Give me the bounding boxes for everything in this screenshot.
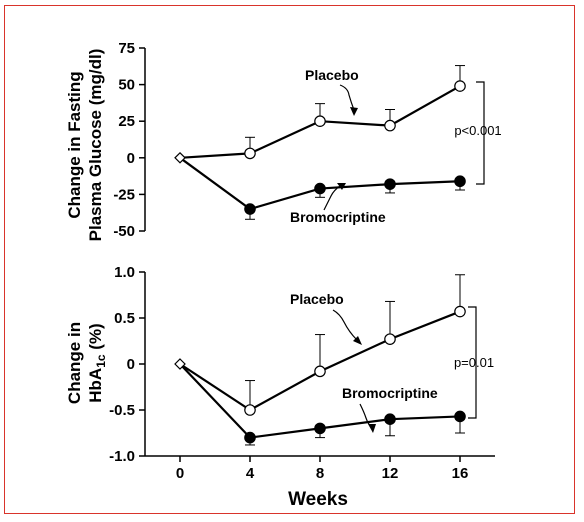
top-placebo-marker xyxy=(384,119,396,132)
top-bromocriptine-marker xyxy=(384,178,396,190)
bottom-placebo-marker xyxy=(244,404,256,416)
bottom-placebo-pointer xyxy=(332,309,358,341)
top-placebo-marker xyxy=(454,80,466,92)
bottom-baseline-marker xyxy=(174,358,186,370)
top-ytick-label: -50 xyxy=(113,223,135,240)
top-placebo-arrowhead xyxy=(350,107,358,116)
bottom-placebo-arrowhead xyxy=(353,336,362,345)
figure-frame xyxy=(4,5,575,514)
top-baseline-marker xyxy=(174,151,186,164)
top-bromocriptine-marker xyxy=(454,175,466,188)
x-axis-title: Weeks xyxy=(288,489,348,510)
bottom-bromocriptine-arrowhead xyxy=(368,424,376,433)
top-ytick-label: -25 xyxy=(113,186,135,203)
top-bromocriptine-label: Bromocriptine xyxy=(290,209,386,225)
top-p-value: p<0.001 xyxy=(454,123,501,138)
bottom-placebo-label: Placebo xyxy=(290,291,344,307)
top-bromocriptine-marker xyxy=(244,203,256,215)
xtick-label: 4 xyxy=(246,465,255,482)
xtick-label: 12 xyxy=(382,465,399,482)
top-ylabel-line1: Change in Fasting xyxy=(65,71,84,218)
bottom-p-value: p=0.01 xyxy=(454,355,494,370)
top-bromocriptine-pointer xyxy=(323,185,341,211)
plot-layer: 75 50 25 0 -25 -50 1.0 0.5 0 -0.5 -1.0 0 4 8 12 16 xyxy=(109,40,495,482)
top-placebo-marker xyxy=(314,115,326,127)
bottom-ytick-label: -0.5 xyxy=(109,402,135,419)
bottom-bromocriptine-marker xyxy=(384,413,396,425)
top-sig-bracket xyxy=(476,81,485,185)
hba-suffix: (%) xyxy=(86,323,105,354)
top-bromocriptine-marker xyxy=(314,182,326,195)
xtick-label: 0 xyxy=(176,465,184,482)
bottom-ytick-label: 1.0 xyxy=(114,264,135,281)
xtick-label: 8 xyxy=(316,465,324,482)
bottom-bromocriptine-marker xyxy=(244,431,256,444)
bottom-sig-bracket xyxy=(468,306,477,419)
hba-text: HbA xyxy=(86,368,105,403)
top-ylabel-line2: Plasma Glucose (mg/dl) xyxy=(86,49,105,242)
top-ytick-label: 0 xyxy=(127,150,135,167)
bottom-ytick-label: -1.0 xyxy=(109,448,135,465)
top-ytick-label: 50 xyxy=(118,77,135,94)
xtick-label: 16 xyxy=(452,465,469,482)
bottom-bromocriptine-marker xyxy=(454,410,466,423)
bottom-ytick-label: 0 xyxy=(127,356,135,373)
bottom-bromocriptine-label: Bromocriptine xyxy=(342,385,438,401)
bottom-ylabel-line2: HbA1c (%) xyxy=(86,323,108,402)
bottom-ytick-label: 0.5 xyxy=(114,310,135,327)
bottom-placebo-marker xyxy=(384,333,396,345)
top-placebo-marker xyxy=(244,147,256,160)
bottom-placebo-marker xyxy=(314,365,326,378)
top-placebo-pointer xyxy=(339,84,355,111)
top-ytick-label: 75 xyxy=(118,40,135,57)
top-ytick-label: 25 xyxy=(118,113,135,130)
bottom-bromocriptine-marker xyxy=(314,422,326,435)
bottom-placebo-marker xyxy=(454,305,466,318)
top-placebo-label: Placebo xyxy=(305,67,359,83)
hba-subscript: 1c xyxy=(94,354,108,368)
bottom-ylabel-line1: Change in xyxy=(65,322,84,404)
